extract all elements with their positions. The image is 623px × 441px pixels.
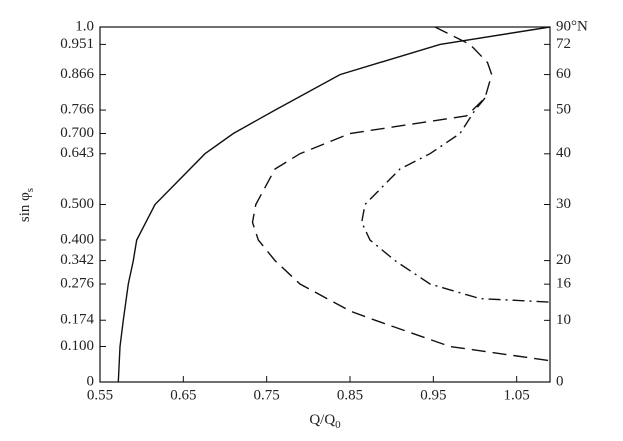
x-tick-label: 1.05 (504, 387, 530, 403)
y2-tick-label: 0 (556, 373, 564, 389)
y-tick-label: 0.500 (60, 196, 94, 212)
y-tick-label: 0.643 (60, 145, 94, 161)
y2-tick-label: 40 (556, 145, 571, 161)
y-axis-label-sub: s (24, 188, 36, 192)
curve (251, 26, 551, 362)
y-tick-label: 0.700 (60, 125, 94, 141)
y-axis-label-text: sin φ (17, 192, 33, 222)
y2-tick-label: 10 (556, 312, 571, 328)
y-tick-label: 0.276 (60, 275, 94, 291)
x-axis-label: Q/Q0 (309, 412, 341, 430)
y2-tick-label: 90°N (556, 18, 588, 34)
x-tick-label: 0.85 (337, 387, 363, 403)
x-tick-label: 0.75 (254, 387, 280, 403)
y2-tick-label: 60 (556, 66, 571, 82)
y-axis-label: sin φs (17, 188, 35, 222)
y2-tick-label: 72 (556, 36, 571, 52)
y-tick-label: 0.766 (60, 102, 94, 118)
y-tick-label: 0.400 (60, 231, 94, 247)
y2-tick-label: 16 (556, 276, 572, 292)
x-axis-label-sub: 0 (335, 419, 341, 431)
y-tick-label: 0.951 (60, 36, 94, 52)
y-tick-label: 0.100 (60, 338, 94, 354)
y-tick-label: 1.0 (75, 18, 94, 34)
x-tick-label: 0.95 (420, 387, 446, 403)
x-axis-label-text: Q/Q (309, 412, 335, 428)
y-tick-label: 0.174 (60, 312, 94, 328)
x-tick-label: 0.65 (170, 387, 196, 403)
plot-frame (99, 26, 551, 383)
y-tick-label: 0.342 (60, 252, 94, 268)
y2-tick-label: 30 (556, 196, 571, 212)
y2-tick-label: 50 (556, 101, 571, 117)
curve (117, 26, 551, 383)
y-tick-label: 0 (87, 373, 95, 389)
x-tick-label: 0.55 (87, 387, 113, 403)
y2-tick-label: 20 (556, 252, 571, 268)
curve (360, 97, 551, 303)
y-tick-label: 0.866 (60, 66, 94, 82)
